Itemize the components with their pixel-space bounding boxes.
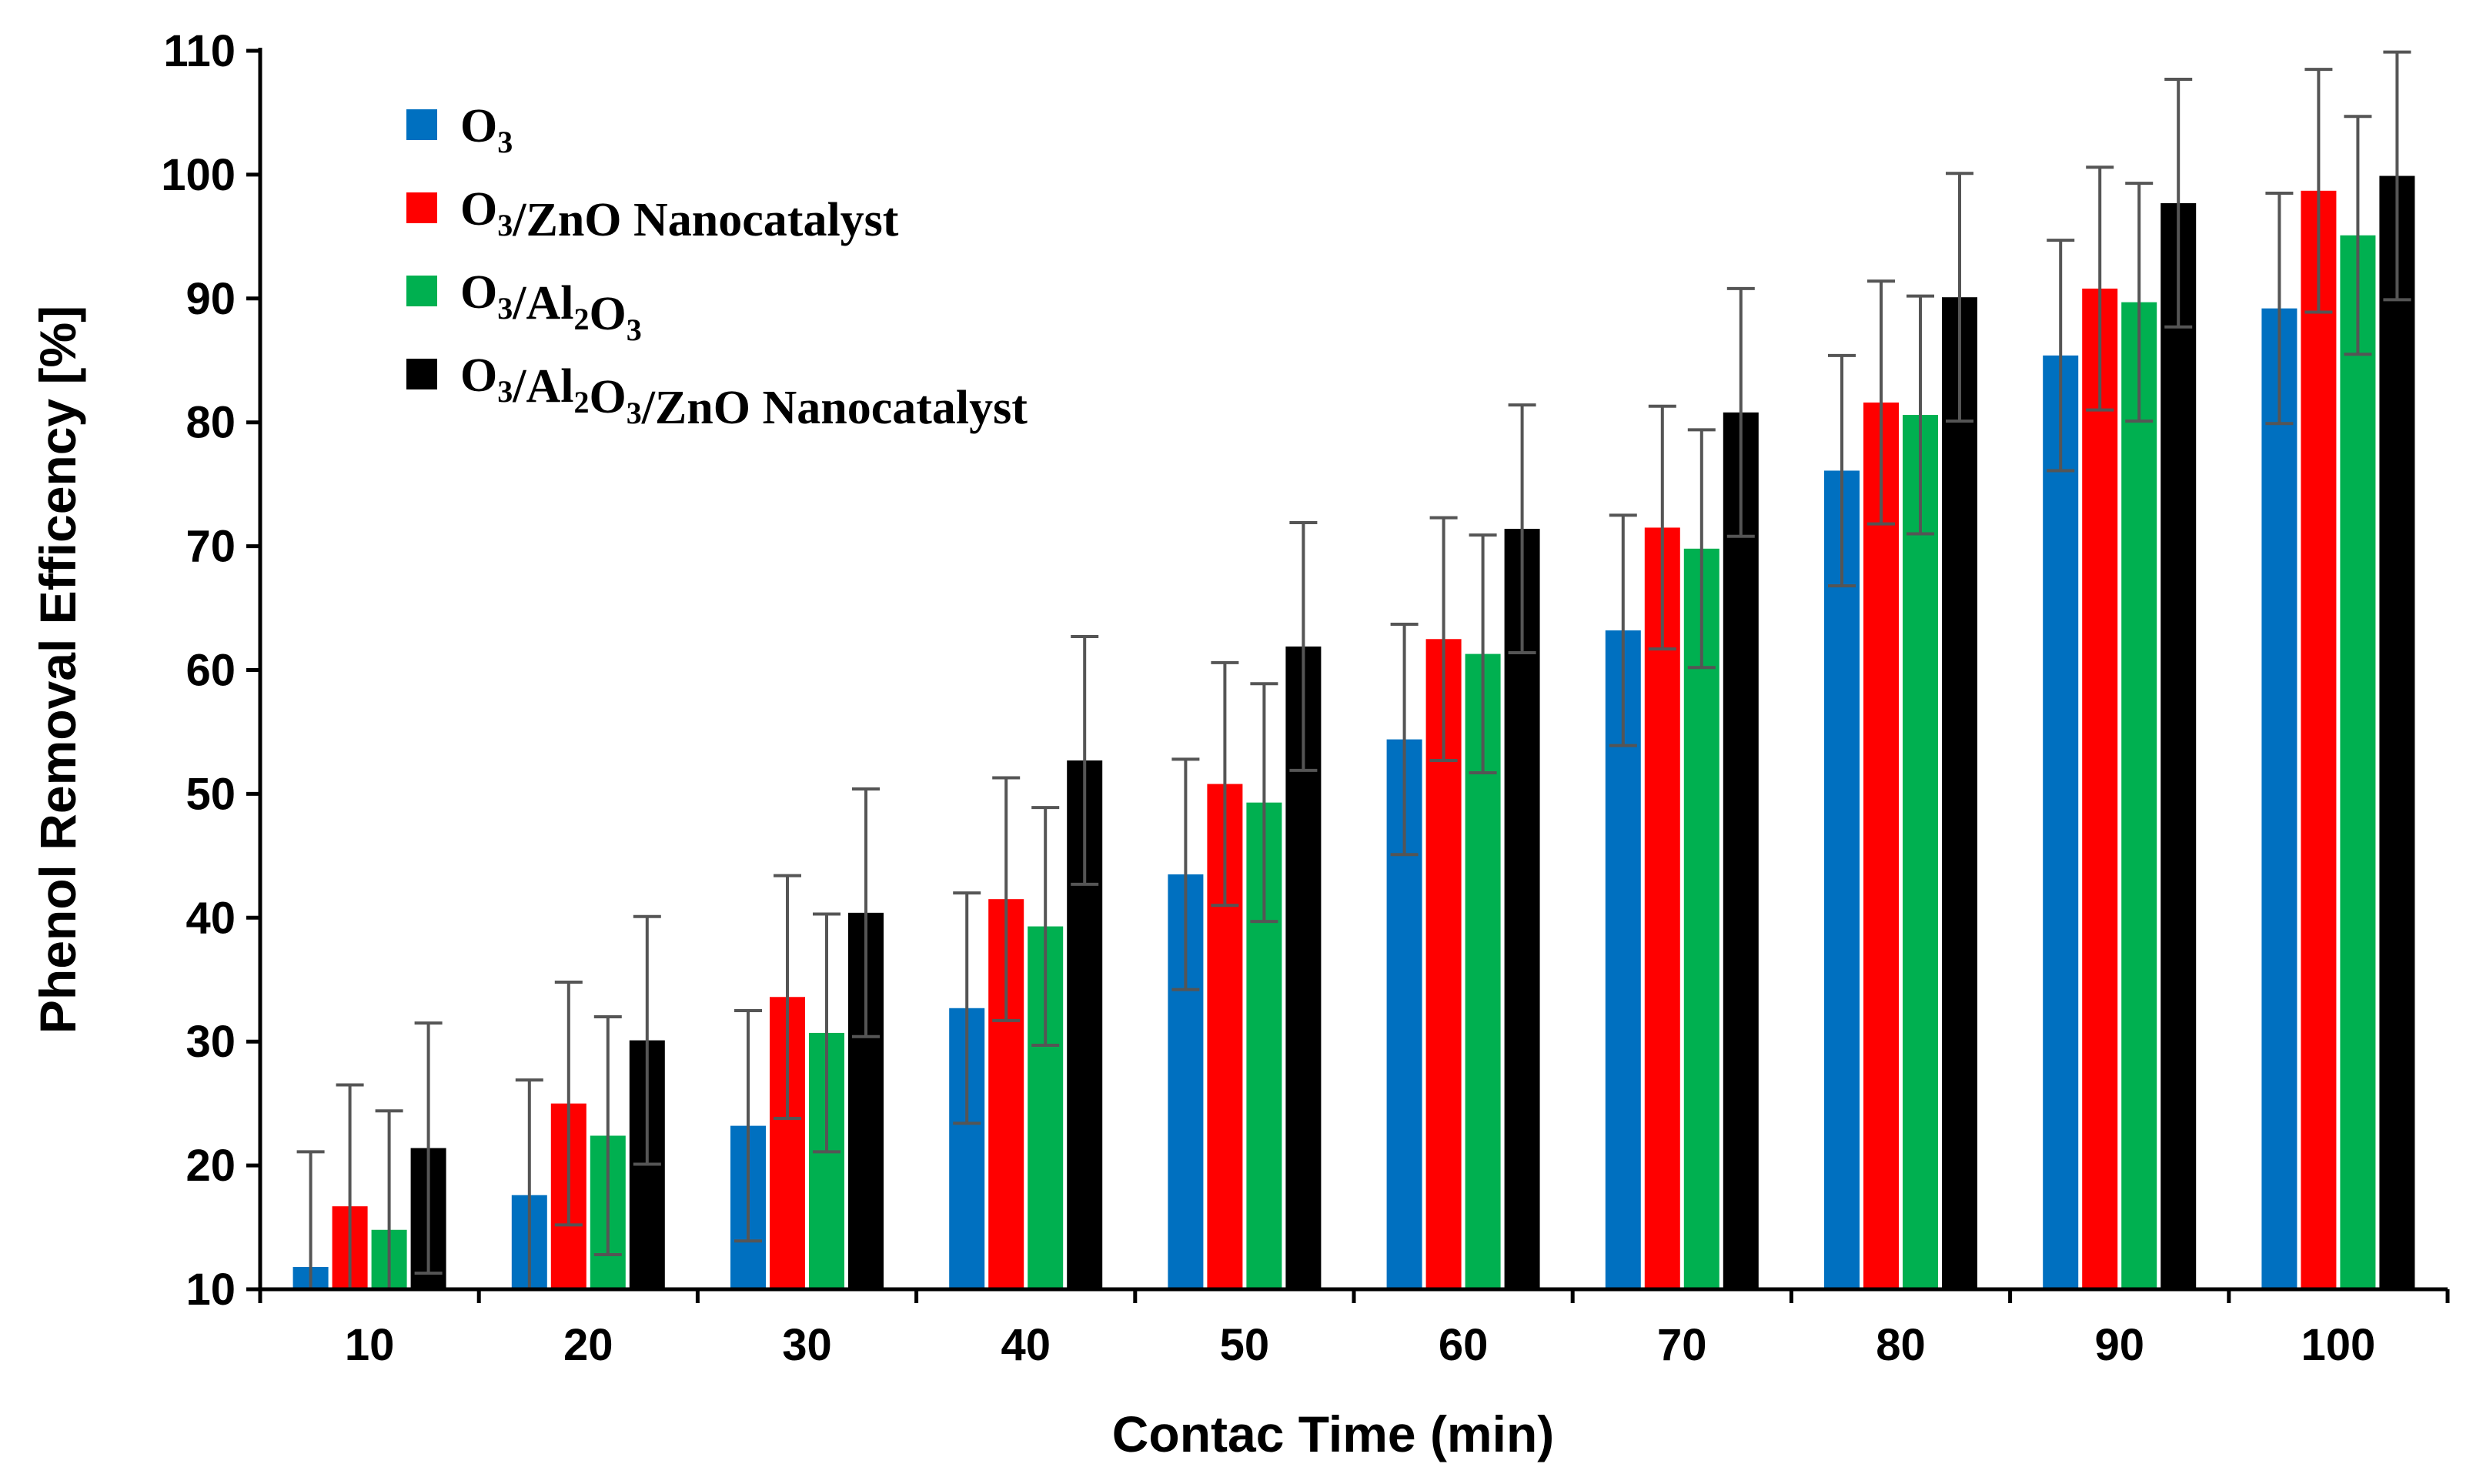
y-tick-label: 70 — [185, 522, 236, 572]
error-bar-o3-al2o3-zno-nanocatalyst-40 — [1071, 635, 1099, 886]
error-bar-o3-al2o3-zno-nanocatalyst-60 — [1508, 403, 1536, 654]
legend-label: O3/Al2O3 — [460, 266, 642, 347]
error-bar-o3-al2o3-zno-nanocatalyst-100 — [2383, 50, 2411, 302]
error-bar-o3-al2o3-zno-nanocatalyst-70 — [1726, 286, 1755, 538]
legend-item: O3/Al2O3/ZnO Nanocatalyst — [406, 349, 1028, 434]
y-tick-label: 40 — [185, 893, 236, 943]
x-tick-label: 60 — [1439, 1320, 1489, 1370]
y-tick-label: 30 — [185, 1017, 236, 1067]
bar-o3-100 — [2261, 308, 2298, 1289]
bar-o3-al2o3-100 — [2340, 235, 2376, 1290]
y-tick-labels: 10 20 30 40 50 60 70 80 90 100 110 — [161, 26, 236, 1315]
error-bars-layer — [296, 50, 2411, 1289]
y-tick-label: 20 — [185, 1141, 236, 1191]
error-bar-o3-10 — [296, 1150, 325, 1289]
error-bar-o3-zno-nanocatalyst-90 — [2086, 165, 2114, 412]
x-tick-label: 70 — [1657, 1320, 1707, 1370]
error-bar-o3-al2o3-zno-nanocatalyst-30 — [852, 787, 880, 1038]
error-bar-o3-al2o3-80 — [1907, 294, 1934, 536]
error-bar-o3-al2o3-100 — [2344, 115, 2372, 356]
x-tick-label: 10 — [345, 1320, 395, 1370]
error-bar-o3-40 — [953, 891, 981, 1125]
error-bar-o3-60 — [1390, 622, 1419, 857]
bar-o3-al2o3-zno-nanocatalyst-80 — [1942, 297, 1977, 1289]
bar-o3-al2o3-zno-nanocatalyst-90 — [2161, 202, 2197, 1290]
error-bar-o3-al2o3-50 — [1250, 682, 1278, 924]
error-bar-o3-al2o3-20 — [593, 1015, 622, 1256]
bar-o3-zno-nanocatalyst-100 — [2301, 190, 2337, 1289]
x-tick-labels: 10 20 30 40 50 60 70 80 90 100 — [345, 1320, 2375, 1370]
legend-swatch — [406, 359, 437, 389]
error-bar-o3-90 — [2047, 239, 2075, 473]
x-axis-title: Contac Time (min) — [1112, 1405, 1555, 1462]
error-bar-o3-zno-nanocatalyst-60 — [1429, 516, 1458, 762]
error-bar-o3-al2o3-zno-nanocatalyst-10 — [414, 1021, 443, 1275]
legend-label: O3/Al2O3/ZnO Nanocatalyst — [460, 349, 1028, 434]
bar-o3-zno-nanocatalyst-90 — [2082, 288, 2118, 1290]
error-bar-o3-al2o3-70 — [1687, 428, 1716, 670]
y-tick-label: 60 — [185, 646, 236, 696]
legend-swatch — [406, 276, 437, 306]
error-bar-o3-al2o3-zno-nanocatalyst-90 — [2164, 78, 2193, 329]
legend-label: O3/ZnO Nanocatalyst — [460, 183, 899, 246]
bar-o3-al2o3-70 — [1683, 548, 1719, 1289]
error-bar-o3-zno-nanocatalyst-30 — [774, 874, 801, 1120]
bar-o3-90 — [2043, 355, 2079, 1290]
error-bar-o3-zno-nanocatalyst-40 — [992, 776, 1021, 1022]
error-bar-o3-50 — [1171, 757, 1200, 991]
error-bar-o3-al2o3-90 — [2125, 182, 2154, 423]
error-bar-o3-zno-nanocatalyst-50 — [1211, 660, 1239, 907]
x-tick-label: 80 — [1876, 1320, 1926, 1370]
error-bar-o3-100 — [2265, 192, 2294, 426]
bar-o3-80 — [1824, 470, 1860, 1290]
error-bar-o3-al2o3-zno-nanocatalyst-50 — [1289, 521, 1318, 772]
error-bar-o3-70 — [1609, 513, 1637, 747]
error-bar-o3-zno-nanocatalyst-100 — [2304, 68, 2333, 314]
error-bar-o3-zno-nanocatalyst-80 — [1867, 279, 1895, 526]
error-bar-o3-al2o3-30 — [813, 912, 840, 1154]
error-bar-o3-al2o3-40 — [1031, 806, 1060, 1048]
axes-layer — [246, 48, 2450, 1303]
bar-o3-al2o3-zno-nanocatalyst-100 — [2379, 175, 2415, 1289]
y-tick-label: 90 — [185, 274, 236, 324]
error-bar-o3-zno-nanocatalyst-10 — [336, 1083, 364, 1289]
legend: O3 O3/ZnO Nanocatalyst O3/Al2O3O3/Al2O3/Zn… — [406, 100, 1028, 434]
legend-item: O3/ZnO Nanocatalyst — [406, 183, 899, 246]
legend-item: O3/Al2O3 — [406, 266, 642, 347]
bar-o3-al2o3-90 — [2121, 302, 2157, 1290]
error-bar-o3-80 — [1828, 353, 1856, 588]
legend-label: O3 — [460, 100, 513, 159]
x-tick-label: 90 — [2094, 1320, 2144, 1370]
x-tick-label: 40 — [1001, 1320, 1051, 1370]
bars-layer — [292, 175, 2415, 1290]
y-tick-label: 80 — [185, 398, 236, 448]
error-bar-o3-al2o3-zno-nanocatalyst-20 — [633, 914, 661, 1166]
y-tick-label: 10 — [185, 1265, 236, 1315]
y-tick-label: 50 — [185, 769, 236, 819]
error-bar-o3-al2o3-zno-nanocatalyst-80 — [1946, 172, 1973, 423]
error-bar-o3-zno-nanocatalyst-20 — [554, 980, 583, 1227]
error-bar-o3-al2o3-60 — [1469, 533, 1497, 775]
error-bar-o3-20 — [515, 1078, 543, 1289]
legend-swatch — [406, 109, 437, 140]
error-bar-o3-zno-nanocatalyst-70 — [1648, 404, 1676, 651]
y-tick-label: 110 — [163, 26, 236, 76]
x-tick-label: 30 — [782, 1320, 832, 1370]
legend-swatch — [406, 192, 437, 223]
x-tick-label: 20 — [563, 1320, 613, 1370]
legend-item: O3 — [406, 100, 513, 159]
bar-o3-al2o3-80 — [1903, 415, 1938, 1289]
y-axis-title: Phenol Removal Efficency [%] — [29, 306, 86, 1034]
error-bar-o3-al2o3-10 — [375, 1109, 403, 1289]
bar-o3-zno-nanocatalyst-80 — [1863, 402, 1899, 1289]
x-tick-label: 50 — [1220, 1320, 1270, 1370]
error-bar-o3-30 — [734, 1008, 762, 1243]
bar-o3-al2o3-zno-nanocatalyst-60 — [1504, 529, 1540, 1289]
y-tick-label: 100 — [161, 150, 236, 200]
x-tick-label: 100 — [2301, 1320, 2376, 1370]
bar-o3-zno-nanocatalyst-70 — [1644, 527, 1680, 1289]
bar-o3-al2o3-zno-nanocatalyst-70 — [1723, 412, 1759, 1289]
